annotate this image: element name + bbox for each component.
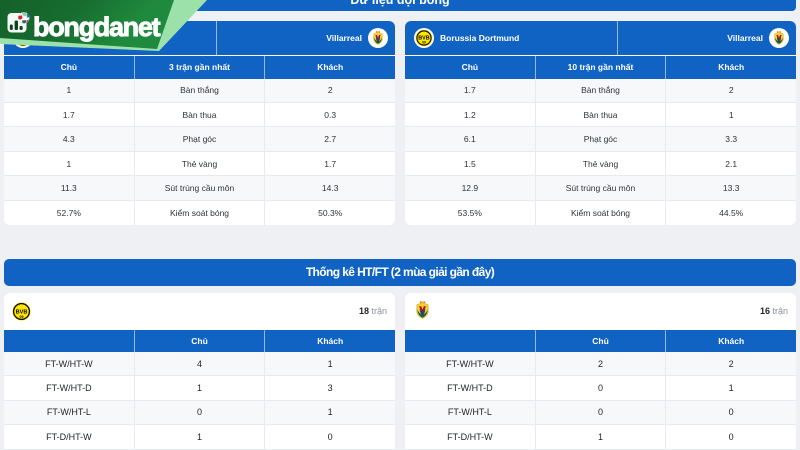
svg-text:09: 09	[422, 40, 426, 44]
svg-text:09: 09	[20, 315, 24, 319]
svg-text:BVB: BVB	[16, 309, 28, 315]
svg-text:BVB: BVB	[418, 35, 430, 41]
